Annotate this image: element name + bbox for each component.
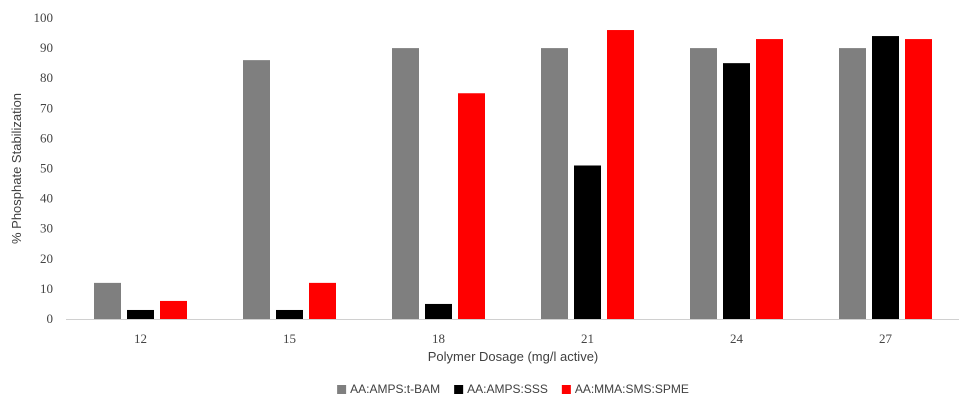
y-tick-label: 20 (40, 251, 53, 266)
bar-AA:AMPS:SSS-27 (872, 36, 899, 320)
y-tick-label: 70 (40, 100, 53, 115)
y-tick-label: 40 (40, 191, 53, 206)
x-tick-label: 15 (283, 331, 296, 346)
legend-item: AA:MMA:SMS:SPME (561, 382, 689, 396)
y-tick-label: 30 (40, 221, 53, 236)
y-tick-label: 80 (40, 70, 53, 85)
y-tick-label: 0 (47, 311, 54, 326)
bar-AA:AMPS:t-BAM-15 (243, 60, 270, 319)
x-tick-label: 24 (730, 331, 744, 346)
x-tick-label: 27 (879, 331, 893, 346)
legend-swatch (561, 385, 571, 394)
y-tick-label: 90 (40, 40, 53, 55)
legend: AA:AMPS:t-BAM AA:AMPS:SSS AA:MMA:SMS:SPME (337, 382, 689, 396)
y-tick-label: 60 (40, 130, 53, 145)
y-tick-label: 100 (34, 10, 54, 25)
y-tick-label: 10 (40, 281, 53, 296)
bar-AA:AMPS:t-BAM-27 (839, 48, 866, 319)
legend-swatch (454, 385, 464, 394)
bar-AA:AMPS:SSS-15 (276, 309, 303, 319)
bar-AA:AMPS:t-BAM-12 (94, 282, 121, 319)
y-axis-ticks: 0 10 20 30 40 50 60 70 80 90 100 (34, 10, 54, 326)
bar-AA:AMPS:SSS-21 (574, 165, 601, 319)
bar-AA:AMPS:t-BAM-24 (690, 48, 717, 319)
x-axis-title: Polymer Dosage (mg/l active) (428, 349, 599, 364)
legend-label: AA:MMA:SMS:SPME (575, 382, 689, 396)
x-tick-label: 18 (432, 331, 445, 346)
bar-AA:AMPS:SSS-18 (425, 303, 452, 319)
x-tick-label: 12 (134, 331, 147, 346)
bar-AA:AMPS:SSS-12 (127, 309, 154, 319)
bar-AA:MMA:SMS:SPME-24 (756, 39, 783, 319)
y-tick-label: 50 (40, 161, 53, 176)
bar-AA:MMA:SMS:SPME-12 (160, 300, 187, 319)
legend-item: AA:AMPS:SSS (454, 382, 548, 396)
bar-AA:MMA:SMS:SPME-18 (458, 93, 485, 319)
bar-AA:AMPS:t-BAM-21 (541, 48, 568, 319)
legend-label: AA:AMPS:t-BAM (350, 382, 440, 396)
legend-item: AA:AMPS:t-BAM (337, 382, 440, 396)
bar-AA:MMA:SMS:SPME-27 (905, 39, 932, 319)
bar-AA:MMA:SMS:SPME-21 (607, 30, 634, 319)
x-tick-label: 21 (581, 331, 594, 346)
legend-swatch (337, 385, 347, 394)
bar-AA:AMPS:SSS-24 (723, 63, 750, 320)
x-axis-ticks: 12 15 18 21 24 27 (134, 331, 893, 346)
legend-label: AA:AMPS:SSS (467, 382, 548, 396)
bar-AA:MMA:SMS:SPME-15 (309, 282, 336, 319)
y-axis-title: % Phosphate Stabilization (9, 93, 24, 244)
bars-group (94, 30, 932, 320)
bar-AA:AMPS:t-BAM-18 (392, 48, 419, 319)
